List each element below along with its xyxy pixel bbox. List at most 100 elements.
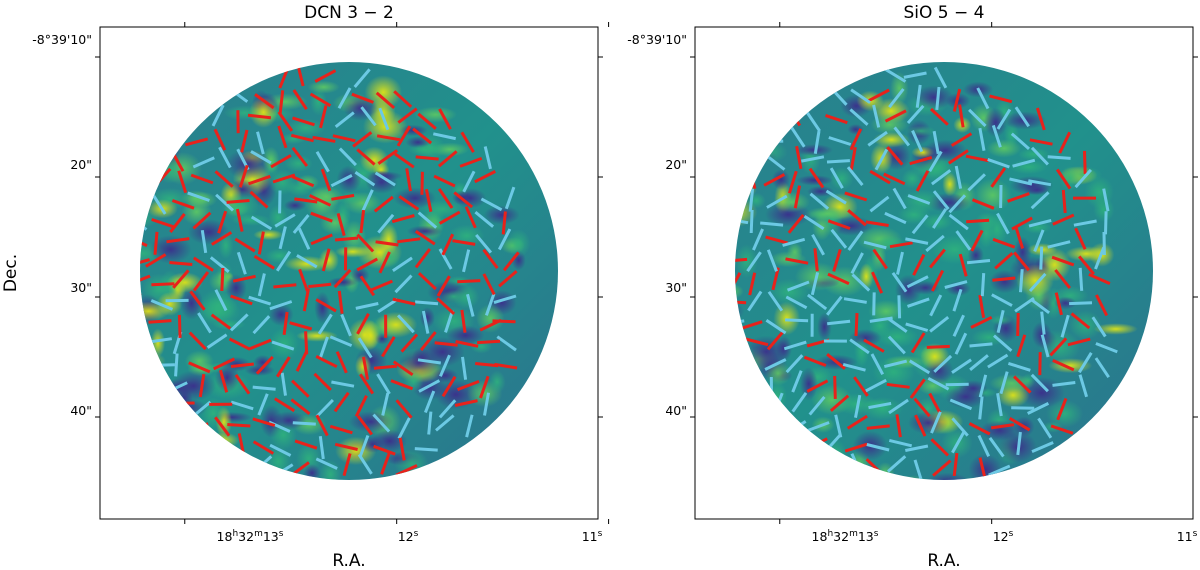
vector-segment-dominant	[911, 214, 929, 235]
vector-segment-dominant	[391, 214, 415, 224]
vector-segment-dominant	[151, 218, 174, 229]
vector-segment	[970, 229, 984, 252]
vector-segment-dominant	[1028, 218, 1052, 228]
texture-blob	[283, 199, 307, 212]
vector-segment-dominant	[169, 212, 186, 234]
vector-segment-dominant	[1052, 381, 1076, 387]
vector-segment-dominant	[829, 167, 844, 189]
vector-segment	[315, 457, 338, 470]
vector-segment	[377, 298, 399, 314]
texture-blob	[854, 335, 870, 368]
vector-segment	[883, 172, 906, 186]
vector-segment-dominant	[865, 378, 887, 393]
vector-segment-dominant	[457, 279, 481, 284]
vector-segment-dominant	[356, 257, 379, 272]
vector-segment-dominant	[148, 319, 172, 324]
vector-segment	[250, 215, 273, 231]
vector-segment-dominant	[966, 259, 991, 265]
vector-segment-dominant	[292, 89, 308, 111]
vector-segment	[793, 185, 801, 209]
vector-segment-dominant	[735, 338, 742, 352]
vector-segment-dominant	[1030, 373, 1049, 393]
vector-segment	[705, 258, 727, 263]
vector-segment	[357, 453, 373, 475]
texture-blob	[898, 475, 929, 480]
vector-segment	[252, 315, 271, 335]
vector-segment-dominant	[825, 189, 847, 205]
vector-segment	[275, 250, 292, 272]
vector-segment	[474, 210, 495, 228]
vector-segment	[871, 271, 884, 294]
vector-segment-dominant	[189, 290, 206, 311]
vector-segment-dominant	[352, 131, 373, 148]
texture-blob	[206, 432, 240, 449]
vector-segment-dominant	[933, 354, 953, 373]
vector-segment	[334, 111, 355, 128]
vector-segment-dominant	[1007, 361, 1031, 372]
texture-blob	[775, 335, 793, 362]
vector-segment	[865, 220, 889, 227]
vector-segment-dominant	[1047, 155, 1071, 160]
vector-segment-dominant	[460, 309, 467, 333]
texture-blob	[403, 370, 424, 392]
vector-segment	[735, 300, 747, 305]
vector-segment-dominant	[140, 333, 147, 350]
vector-segment	[256, 131, 265, 155]
y-tick-label: 40"	[665, 403, 687, 418]
vector-segment	[866, 424, 890, 430]
vector-segment-dominant	[336, 213, 346, 236]
texture-blob	[347, 318, 382, 352]
vector-segment-dominant	[166, 237, 190, 244]
vector-segment	[813, 248, 819, 272]
vector-segment-dominant	[705, 316, 726, 326]
vector-segments-layer	[705, 88, 1111, 480]
vector-segment	[886, 146, 904, 166]
vector-segment	[318, 336, 329, 360]
vector-segment-dominant	[433, 174, 456, 188]
texture-blob	[253, 229, 284, 241]
vector-segment-dominant	[376, 134, 401, 142]
vector-segment	[200, 229, 208, 254]
vector-segment-dominant	[884, 211, 907, 225]
vector-segment	[381, 392, 390, 416]
vector-segment-dominant	[240, 129, 249, 153]
vector-segment-dominant	[375, 91, 396, 110]
texture-blob	[823, 439, 848, 472]
vector-segment	[992, 237, 1016, 249]
vector-segment	[844, 442, 868, 453]
panel-sio: SiO 5 − 4 -8°39'10" 20" 30" 40" 18h32m13…	[627, 3, 1198, 570]
vector-segment-dominant	[234, 237, 256, 253]
vector-segment	[151, 363, 175, 367]
vector-segment-dominant	[378, 251, 391, 274]
vector-segment-dominant	[291, 379, 310, 398]
vector-segment	[763, 173, 786, 187]
vector-segment	[832, 248, 842, 272]
vector-segment-dominant	[1019, 269, 1024, 293]
vector-segment-dominant	[238, 164, 249, 188]
vector-segment	[338, 147, 357, 167]
vector-segment-dominant	[334, 442, 358, 451]
texture-blob	[196, 296, 241, 326]
vector-segment	[438, 248, 453, 270]
axes-frame	[99, 26, 599, 520]
vector-segment-dominant	[492, 319, 516, 324]
vector-segment-dominant	[1027, 402, 1050, 415]
x-tick-label: 12s	[398, 529, 419, 544]
vector-segment-dominant	[826, 295, 843, 316]
vector-segment-dominant	[897, 295, 902, 319]
vector-segment-dominant	[1037, 417, 1053, 439]
vector-segment-dominant	[373, 444, 396, 456]
vector-segment-dominant	[252, 417, 276, 427]
vector-segment-dominant	[811, 233, 826, 256]
vector-segment	[1051, 255, 1075, 267]
vector-segment-dominant	[944, 280, 968, 289]
vector-segment	[236, 251, 247, 275]
vector-segment-dominant	[253, 254, 275, 270]
vector-segment-dominant	[257, 231, 265, 255]
vector-segment	[504, 186, 516, 210]
vector-segment-dominant	[1091, 316, 1107, 338]
vector-segment	[760, 425, 784, 431]
x-tick-label: 18h32m13s	[217, 529, 284, 544]
vector-segment	[748, 272, 757, 296]
x-axis-label: R.A.	[332, 551, 365, 570]
